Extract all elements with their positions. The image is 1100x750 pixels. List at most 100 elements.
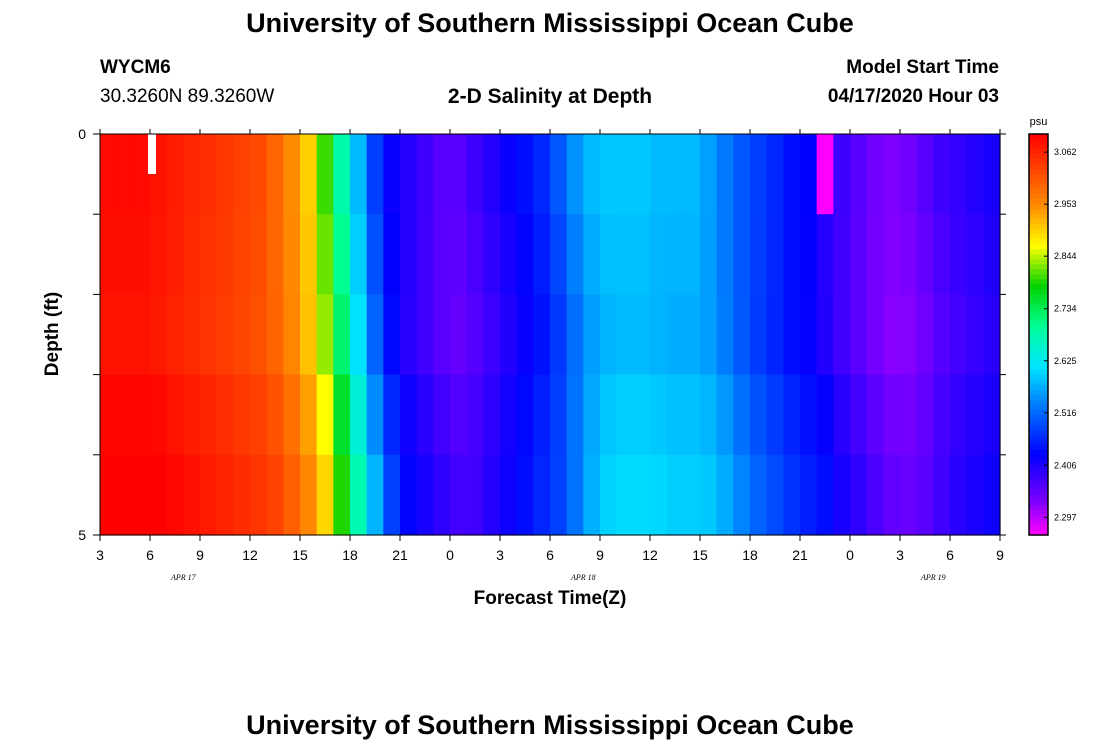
colorbar-segment: [1029, 184, 1048, 190]
heatmap-cell: [333, 454, 351, 536]
heatmap-cell: [166, 294, 184, 376]
heatmap-cell: [266, 214, 284, 295]
heatmap-cell: [483, 374, 501, 456]
heatmap-cell: [683, 374, 701, 456]
heatmap-cell: [633, 294, 651, 376]
heatmap-cell: [900, 454, 918, 536]
colorbar-tick-label: 2.516: [1054, 408, 1077, 418]
heatmap-cell: [100, 134, 118, 215]
heatmap-cell: [133, 134, 151, 215]
colorbar-segment: [1029, 474, 1048, 481]
heatmap-cell: [883, 454, 901, 536]
heatmap-cell: [933, 134, 951, 215]
heatmap-cell: [983, 294, 1001, 376]
colorbar-segment: [1029, 314, 1048, 321]
x-tick-label: 15: [692, 547, 708, 563]
colorbar-segment: [1029, 529, 1048, 536]
heatmap-cell: [450, 214, 468, 295]
heatmap-cell: [666, 294, 684, 376]
colorbar-segment: [1029, 434, 1048, 441]
colorbar-segment: [1029, 394, 1048, 401]
heatmap-cell: [300, 214, 318, 295]
x-tick-label: 9: [196, 547, 204, 563]
heatmap-cell: [350, 454, 368, 536]
heatmap-cell: [216, 294, 234, 376]
heatmap-cell: [183, 454, 201, 536]
colorbar-segment: [1029, 299, 1048, 306]
heatmap-cell: [950, 214, 968, 295]
heatmap-cell: [300, 374, 318, 456]
heatmap-cell: [750, 374, 768, 456]
heatmap-cell: [533, 214, 551, 295]
heatmap-cell: [200, 454, 218, 536]
heatmap-cell: [850, 454, 868, 536]
colorbar-segment: [1029, 459, 1048, 466]
heatmap-cell: [150, 454, 168, 536]
x-tick-label: 15: [292, 547, 308, 563]
heatmap-cell: [483, 454, 501, 536]
heatmap-cell: [533, 134, 551, 215]
heatmap-cell: [400, 294, 418, 376]
heatmap-cell: [183, 294, 201, 376]
heatmap-cell: [400, 374, 418, 456]
heatmap-cell: [383, 294, 401, 376]
heatmap-cell: [583, 294, 601, 376]
heatmap-cell: [333, 214, 351, 295]
heatmap-cell: [900, 294, 918, 376]
heatmap-cell: [516, 454, 534, 536]
colorbar-segment: [1029, 309, 1048, 316]
heatmap-cell: [516, 374, 534, 456]
heatmap-cell: [633, 214, 651, 295]
colorbar-segment: [1029, 234, 1048, 240]
heatmap-cell: [766, 134, 784, 215]
heatmap-cell: [850, 374, 868, 456]
colorbar-segment: [1029, 379, 1048, 386]
colorbar-segment: [1029, 334, 1048, 341]
heatmap-cell: [600, 214, 618, 295]
heatmap-cell: [666, 454, 684, 536]
y-tick-label: 0: [78, 126, 86, 142]
colorbar-segment: [1029, 344, 1048, 351]
heatmap-cell: [733, 134, 751, 215]
heatmap-cell: [900, 134, 918, 215]
colorbar-tick-label: 2.953: [1054, 199, 1077, 209]
heatmap-cell: [816, 454, 834, 536]
heatmap-cell: [250, 374, 268, 456]
colorbar-segment: [1029, 424, 1048, 431]
heatmap-cell: [366, 214, 384, 295]
heatmap-cell: [916, 454, 934, 536]
colorbar-segment: [1029, 289, 1048, 295]
heatmap-cell: [850, 214, 868, 295]
colorbar-segment: [1029, 259, 1048, 265]
heatmap-cell: [116, 294, 134, 376]
heatmap-cell: [750, 214, 768, 295]
heatmap-cell: [950, 374, 968, 456]
heatmap-cell: [200, 374, 218, 456]
heatmap-cell: [966, 214, 984, 295]
heatmap-cell: [600, 294, 618, 376]
heatmap-cell: [266, 374, 284, 456]
heatmap-cell: [450, 294, 468, 376]
colorbar-segment: [1029, 134, 1048, 140]
colorbar-segment: [1029, 319, 1048, 326]
heatmap-cell: [116, 134, 134, 215]
station-coordinates: 30.3260N 89.3260W: [100, 86, 275, 107]
colorbar-segment: [1029, 439, 1048, 446]
heatmap-cell: [633, 134, 651, 215]
heatmap-cell: [716, 134, 734, 215]
heatmap-cell: [950, 294, 968, 376]
x-tick-label: 6: [546, 547, 554, 563]
heatmap-cell: [616, 454, 634, 536]
heatmap-cell: [716, 214, 734, 295]
heatmap-cell: [900, 214, 918, 295]
heatmap-cell: [383, 214, 401, 295]
heatmap-cell: [700, 294, 718, 376]
heatmap-cell: [216, 454, 234, 536]
heatmap-cell: [350, 214, 368, 295]
heatmap-cell: [233, 374, 251, 456]
colorbar-segment: [1029, 359, 1048, 366]
heatmap-cell: [116, 454, 134, 536]
heatmap-cell: [133, 214, 151, 295]
heatmap-cell: [700, 454, 718, 536]
colorbar-segment: [1029, 284, 1048, 290]
